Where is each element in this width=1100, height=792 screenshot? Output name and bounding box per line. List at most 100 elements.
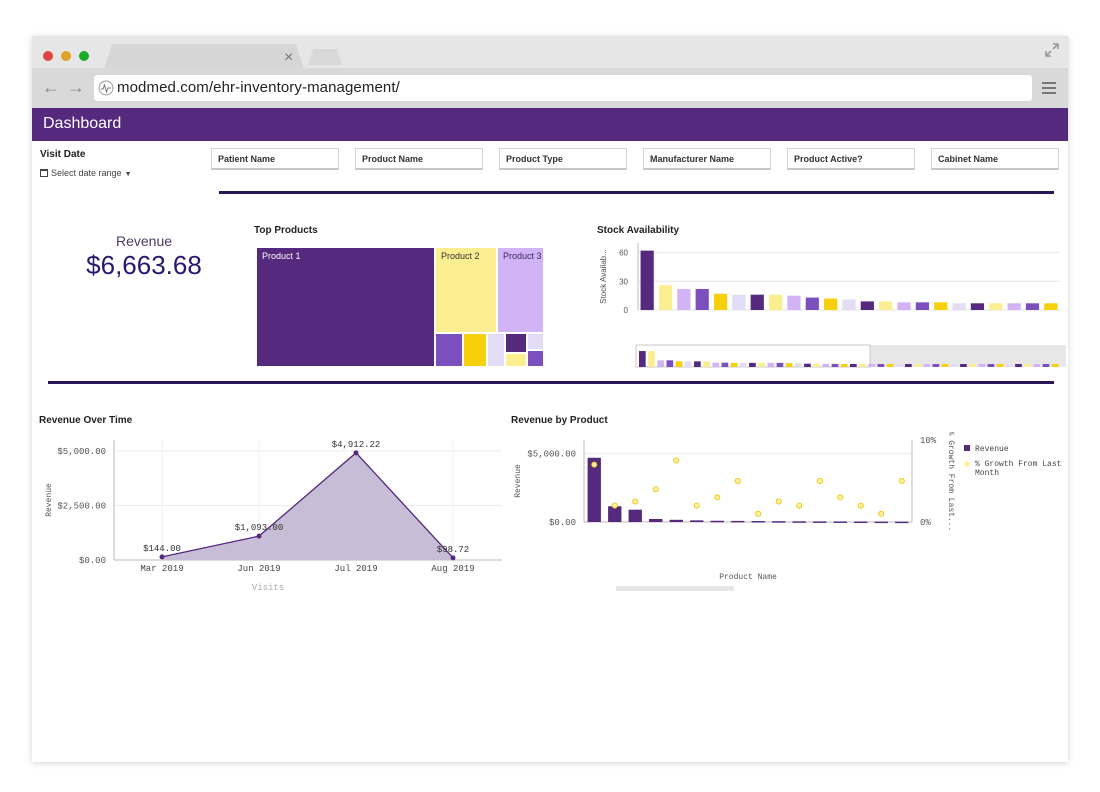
filter-label: Patient Name xyxy=(218,154,276,164)
stock-availability-title: Stock Availability xyxy=(597,225,680,236)
navigator-bar xyxy=(804,363,811,367)
y-tick-label: 0 xyxy=(624,306,629,315)
new-tab-button[interactable] xyxy=(308,49,342,65)
stock-bar xyxy=(860,301,874,310)
expand-icon[interactable] xyxy=(1044,42,1060,58)
forward-arrow-icon[interactable]: → xyxy=(67,77,85,97)
navigator-bar xyxy=(794,363,802,367)
treemap-product-3[interactable]: Product 3 xyxy=(497,247,544,333)
y-tick-label: $5,000.00 xyxy=(57,447,106,457)
navigator-bar xyxy=(923,364,931,367)
hamburger-menu-icon[interactable] xyxy=(1042,82,1056,94)
legend-swatch xyxy=(964,445,970,451)
navigator-bar xyxy=(895,364,903,367)
scrollbar xyxy=(616,586,734,591)
site-favicon-icon xyxy=(98,80,114,96)
stock-bar xyxy=(952,303,966,310)
filter-patient-name[interactable]: Patient Name xyxy=(211,148,339,170)
treemap-product-2[interactable]: Product 2 xyxy=(435,247,497,333)
navigator-bar xyxy=(960,364,967,367)
revenue-bar xyxy=(731,520,745,523)
navigator-bar xyxy=(749,362,756,367)
back-arrow-icon[interactable]: ← xyxy=(42,77,60,97)
navigator-bar xyxy=(776,362,784,367)
filter-manufacturer-name[interactable]: Manufacturer Name xyxy=(643,148,771,170)
filter-product-name[interactable]: Product Name xyxy=(355,148,483,170)
stock-bar xyxy=(879,301,893,310)
revenue-bar xyxy=(895,521,909,524)
growth-point xyxy=(898,478,905,485)
navigator-bar xyxy=(969,364,976,367)
stock-bar xyxy=(842,299,856,310)
revenue-point xyxy=(353,450,359,456)
treemap-cell[interactable] xyxy=(463,333,487,367)
treemap-label: Product 2 xyxy=(441,251,480,261)
revenue-bar xyxy=(710,520,724,523)
filter-product-type[interactable]: Product Type xyxy=(499,148,627,170)
growth-point xyxy=(591,461,598,468)
navigator-bar xyxy=(850,364,857,367)
navigator-bar xyxy=(941,364,949,367)
x-tick-label: Jul 2019 xyxy=(334,564,377,574)
navigator-bar xyxy=(639,351,646,367)
navigator-bar xyxy=(1005,364,1013,367)
stock-availability-chart[interactable]: 0 30 60 Stock Availab... xyxy=(594,238,1068,370)
stock-bar xyxy=(897,302,911,310)
growth-point xyxy=(837,494,844,501)
close-window-dot[interactable] xyxy=(43,51,53,61)
growth-point xyxy=(796,502,803,509)
filter-product-active[interactable]: Product Active? xyxy=(787,148,915,170)
growth-point xyxy=(632,498,639,505)
navigator-bar xyxy=(813,363,820,367)
treemap-cell[interactable] xyxy=(505,353,527,367)
revenue-bar xyxy=(833,521,847,523)
tab-close-icon[interactable]: × xyxy=(284,49,294,66)
date-range-label: Select date range xyxy=(51,168,122,178)
navigator-bar xyxy=(712,362,720,367)
growth-point xyxy=(611,502,618,509)
filter-cabinet-name[interactable]: Cabinet Name xyxy=(931,148,1059,170)
treemap-product-1[interactable]: Product 1 xyxy=(256,247,435,367)
revenue-over-time-chart[interactable]: $0.00 $2,500.00 $5,000.00 $144.00 Mar 2019 $1… xyxy=(36,432,506,596)
revenue-by-product-chart[interactable]: $0.00 $5,000.00 0% 10% Revenue % Growth From … xyxy=(508,432,1068,596)
top-products-treemap[interactable]: Product 1 Product 2 Product 3 xyxy=(256,247,544,367)
browser-toolbar: ← → modmed.com/ehr-inventory-management/ xyxy=(32,68,1068,108)
navigator-bar xyxy=(767,362,775,367)
stock-bar xyxy=(915,302,929,310)
treemap-cell[interactable] xyxy=(435,333,463,367)
navigator-bar xyxy=(785,363,793,367)
treemap-cell[interactable] xyxy=(505,333,527,353)
x-axis-label: Visits xyxy=(252,583,284,593)
date-range-picker[interactable]: Select date range ▼ xyxy=(40,168,132,178)
y2-axis-label: % Growth From Last... xyxy=(946,432,955,531)
kpi-revenue-label: Revenue xyxy=(115,233,173,249)
kpi-revenue-value: $6,663.68 xyxy=(86,250,202,280)
navigator-bar xyxy=(1015,364,1022,367)
filter-label: Manufacturer Name xyxy=(650,154,735,164)
app-header: Dashboard xyxy=(32,108,1068,141)
y2-tick-label: 10% xyxy=(920,436,937,446)
navigator-bar xyxy=(905,364,912,367)
minimize-window-dot[interactable] xyxy=(61,51,71,61)
revenue-by-product-title: Revenue by Product xyxy=(511,415,608,426)
stock-bar xyxy=(732,294,746,310)
maximize-window-dot[interactable] xyxy=(79,51,89,61)
treemap-cell[interactable] xyxy=(527,333,544,350)
treemap-cell[interactable] xyxy=(487,333,505,367)
navigator-bar xyxy=(721,362,729,367)
navigator-bar xyxy=(739,362,747,367)
treemap-cell[interactable] xyxy=(527,350,544,367)
url-text: modmed.com/ehr-inventory-management/ xyxy=(117,79,400,96)
growth-point xyxy=(693,502,700,509)
address-bar[interactable]: modmed.com/ehr-inventory-management/ xyxy=(94,75,1032,101)
stock-bar xyxy=(1044,303,1058,310)
revenue-bar xyxy=(751,521,765,523)
filter-label: Product Active? xyxy=(794,154,863,164)
x-tick-label: Aug 2019 xyxy=(431,564,474,574)
revenue-bar xyxy=(772,521,786,523)
filter-divider xyxy=(219,191,1054,194)
y-tick-label: $0.00 xyxy=(79,556,106,566)
navigator-bar xyxy=(987,364,995,367)
browser-tab[interactable] xyxy=(104,44,304,70)
y-axis-label: Revenue xyxy=(514,464,523,498)
